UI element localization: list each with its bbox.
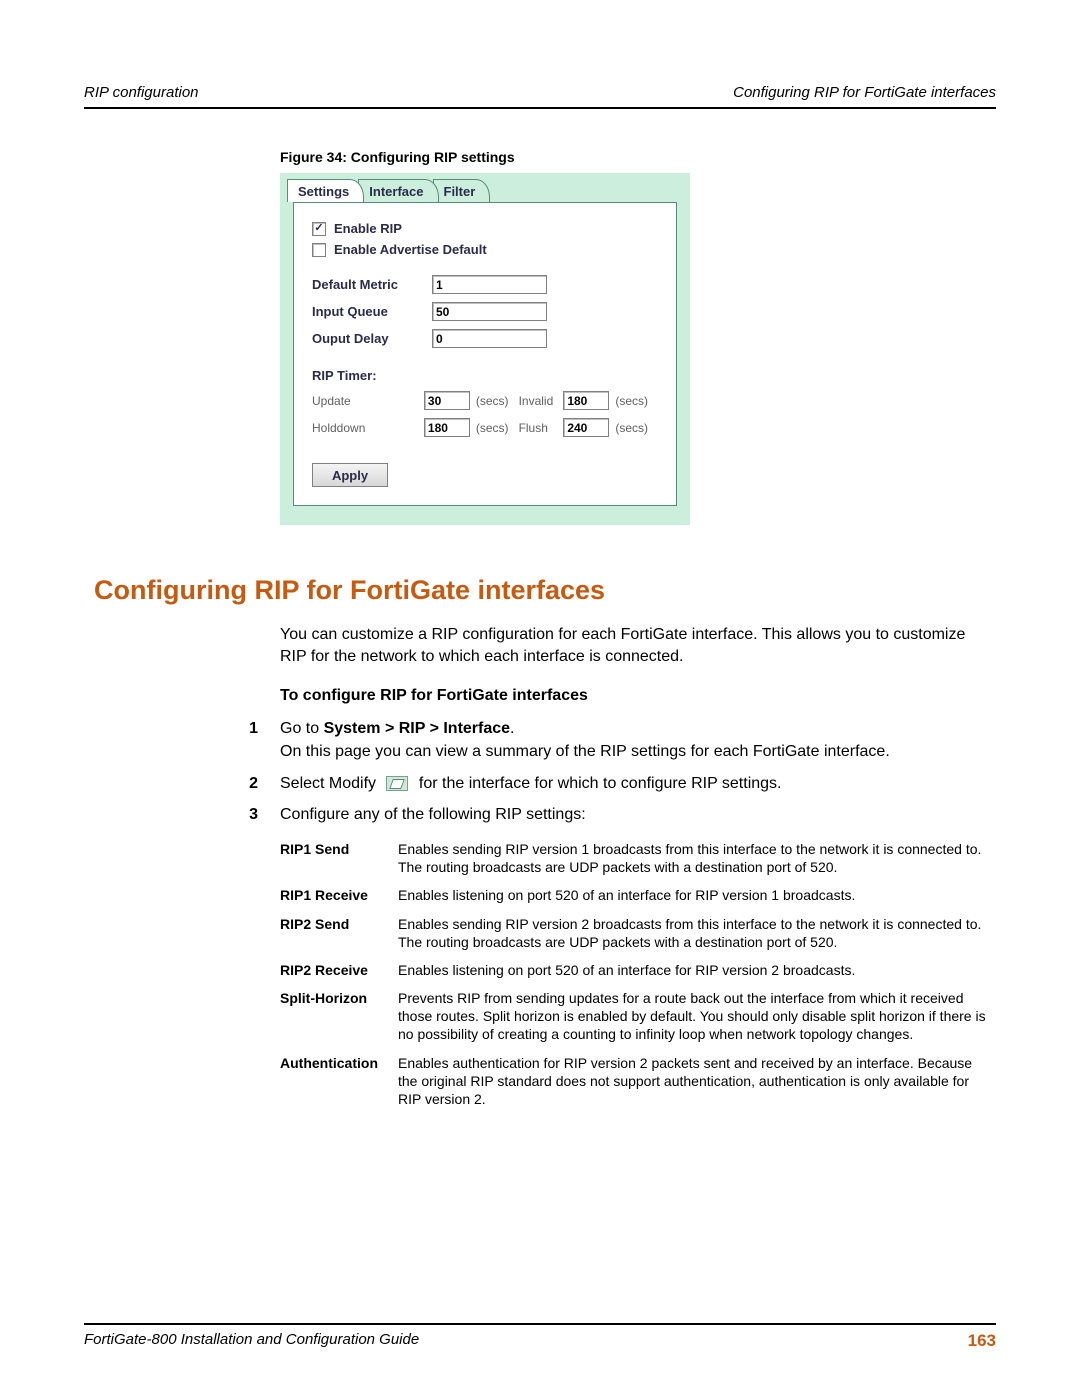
settings-row: RIP2 SendEnables sending RIP version 2 b… (280, 915, 996, 951)
step-3-number: 3 (84, 803, 280, 826)
default-metric-input[interactable] (432, 275, 547, 294)
holddown-secs: (secs) (476, 421, 509, 435)
output-delay-input[interactable] (432, 329, 547, 348)
flush-secs: (secs) (615, 421, 648, 435)
step-2-number: 2 (84, 772, 280, 795)
settings-row: AuthenticationEnables authentication for… (280, 1054, 996, 1109)
settings-term: Split-Horizon (280, 989, 398, 1044)
output-delay-label: Ouput Delay (312, 331, 432, 346)
input-queue-input[interactable] (432, 302, 547, 321)
enable-rip-checkbox[interactable]: ✓ (312, 222, 326, 236)
section-title: Configuring RIP for FortiGate interfaces (94, 575, 996, 606)
enable-rip-label: Enable RIP (334, 221, 402, 236)
step-2-body: Select Modify for the interface for whic… (280, 772, 996, 795)
settings-definition: Enables listening on port 520 of an inte… (398, 961, 996, 979)
rip-settings-screenshot: Settings Interface Filter ✓ Enable RIP E… (280, 173, 690, 525)
default-metric-label: Default Metric (312, 277, 432, 292)
footer-left: FortiGate-800 Installation and Configura… (84, 1331, 419, 1351)
update-input[interactable] (424, 391, 470, 410)
settings-term: RIP2 Send (280, 915, 398, 951)
flush-input[interactable] (563, 418, 609, 437)
tab-filter[interactable]: Filter (433, 179, 491, 202)
invalid-input[interactable] (563, 391, 609, 410)
update-label: Update (312, 394, 424, 408)
update-secs: (secs) (476, 394, 509, 408)
step-3-body: Configure any of the following RIP setti… (280, 803, 996, 826)
settings-term: Authentication (280, 1054, 398, 1109)
settings-definition: Prevents RIP from sending updates for a … (398, 989, 996, 1044)
flush-label: Flush (519, 421, 564, 435)
step-1-body: Go to System > RIP > Interface. On this … (280, 717, 996, 763)
modify-icon (386, 776, 408, 791)
enable-advertise-default-label: Enable Advertise Default (334, 242, 487, 257)
settings-table: RIP1 SendEnables sending RIP version 1 b… (280, 840, 996, 1108)
figure-caption: Figure 34: Configuring RIP settings (280, 149, 996, 165)
holddown-label: Holddown (312, 421, 424, 435)
holddown-input[interactable] (424, 418, 470, 437)
settings-definition: Enables authentication for RIP version 2… (398, 1054, 996, 1109)
section-intro: You can customize a RIP configuration fo… (280, 624, 996, 667)
header-right: Configuring RIP for FortiGate interfaces (733, 84, 996, 101)
settings-row: Split-HorizonPrevents RIP from sending u… (280, 989, 996, 1044)
invalid-label: Invalid (519, 394, 564, 408)
nav-path: System > RIP > Interface (324, 720, 510, 737)
page-number: 163 (968, 1331, 996, 1351)
header-left: RIP configuration (84, 84, 199, 101)
settings-row: RIP2 ReceiveEnables listening on port 52… (280, 961, 996, 979)
settings-row: RIP1 ReceiveEnables listening on port 52… (280, 886, 996, 904)
invalid-secs: (secs) (615, 394, 648, 408)
section-subhead: To configure RIP for FortiGate interface… (280, 687, 996, 705)
tab-interface[interactable]: Interface (358, 179, 438, 202)
settings-term: RIP2 Receive (280, 961, 398, 979)
apply-button[interactable]: Apply (312, 463, 388, 487)
settings-row: RIP1 SendEnables sending RIP version 1 b… (280, 840, 996, 876)
settings-definition: Enables sending RIP version 1 broadcasts… (398, 840, 996, 876)
settings-definition: Enables sending RIP version 2 broadcasts… (398, 915, 996, 951)
step-1-number: 1 (84, 717, 280, 763)
settings-term: RIP1 Send (280, 840, 398, 876)
settings-term: RIP1 Receive (280, 886, 398, 904)
enable-advertise-default-checkbox[interactable] (312, 243, 326, 257)
settings-definition: Enables listening on port 520 of an inte… (398, 886, 996, 904)
tab-settings[interactable]: Settings (287, 179, 364, 202)
input-queue-label: Input Queue (312, 304, 432, 319)
rip-timer-title: RIP Timer: (312, 368, 658, 383)
